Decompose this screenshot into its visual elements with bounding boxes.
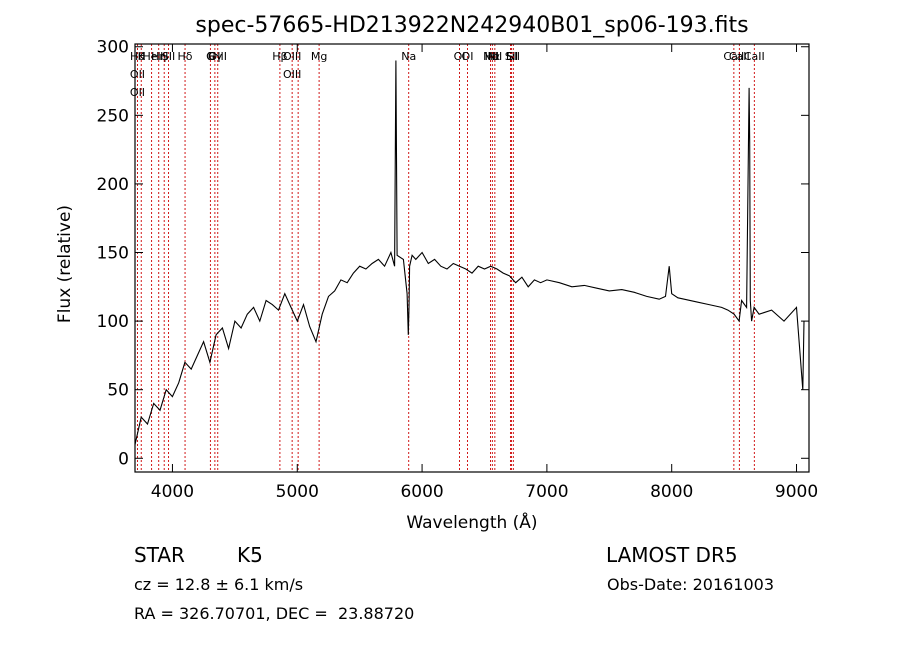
redshift-readout: cz = 12.8 ± 6.1 km/s — [134, 575, 304, 594]
line-marker-label: OIII — [283, 68, 301, 81]
line-marker-label: CaII — [729, 50, 750, 63]
line-marker-label: NII — [487, 50, 502, 63]
line-marker-label: Mg — [311, 50, 327, 63]
obs-date: Obs-Date: 20161003 — [607, 575, 775, 594]
line-marker-label: OII — [130, 86, 145, 99]
star-class: STAR — [134, 543, 185, 567]
y-tick-label: 100 — [97, 312, 129, 332]
line-marker-label: OI — [454, 50, 466, 63]
line-marker-label: SII — [507, 50, 520, 63]
line-marker-label: Hη — [151, 50, 166, 63]
x-tick-label: 6000 — [400, 482, 443, 502]
line-marker-label: SII — [505, 50, 518, 63]
line-marker-label: OIII — [283, 50, 301, 63]
spectrum-series-0 — [134, 60, 805, 445]
y-tick-label: 200 — [97, 175, 129, 195]
line-marker-label: SII — [162, 50, 175, 63]
line-marker-label: G — [206, 50, 215, 63]
x-tick-label: 7000 — [525, 482, 568, 502]
line-marker-label: HeI — [142, 50, 160, 63]
line-marker-label: Li — [506, 50, 515, 63]
line-marker-label: OIII — [209, 50, 227, 63]
ra-dec-readout: RA = 326.70701, DEC = 23.88720 — [134, 604, 415, 623]
y-tick-label: 150 — [97, 244, 129, 264]
series-layer — [134, 60, 805, 445]
line-marker-label: OII — [130, 68, 145, 81]
tick-layer: 4000 5000 6000 7000 8000 9000 0 50 100 150 200 250 3… — [97, 38, 819, 502]
x-tick-label: 8000 — [650, 482, 693, 502]
y-tick-label: 50 — [107, 381, 129, 401]
y-axis-label: Flux (relative) — [55, 205, 75, 323]
line-marker-label: Hδ — [178, 50, 193, 63]
x-tick-label: 5000 — [276, 482, 319, 502]
line-marker-label: NII — [483, 50, 498, 63]
x-tick-label: 9000 — [775, 482, 818, 502]
line-marker-label: K — [138, 50, 146, 63]
line-marker-label: Hγ — [207, 50, 222, 63]
y-tick-label: 250 — [97, 106, 129, 126]
star-subclass: K5 — [237, 543, 263, 567]
chart-title: spec-57665-HD213922N242940B01_sp06-193.f… — [195, 13, 748, 38]
line-marker-label: Hα — [485, 50, 501, 63]
x-tick-label: 4000 — [151, 482, 194, 502]
plot-frame — [134, 43, 810, 473]
survey-label: LAMOST DR5 — [606, 543, 738, 567]
line-marker-label: H — [160, 50, 168, 63]
line-marker-label: Hβ — [272, 50, 287, 63]
x-axis-label: Wavelength (Å) — [406, 511, 537, 533]
y-tick-label: 0 — [118, 449, 129, 469]
y-tick-label: 300 — [97, 38, 129, 58]
line-marker-label: CaII — [744, 50, 765, 63]
line-marker-label: OI — [462, 50, 474, 63]
line-marker-label: Na — [401, 50, 416, 63]
